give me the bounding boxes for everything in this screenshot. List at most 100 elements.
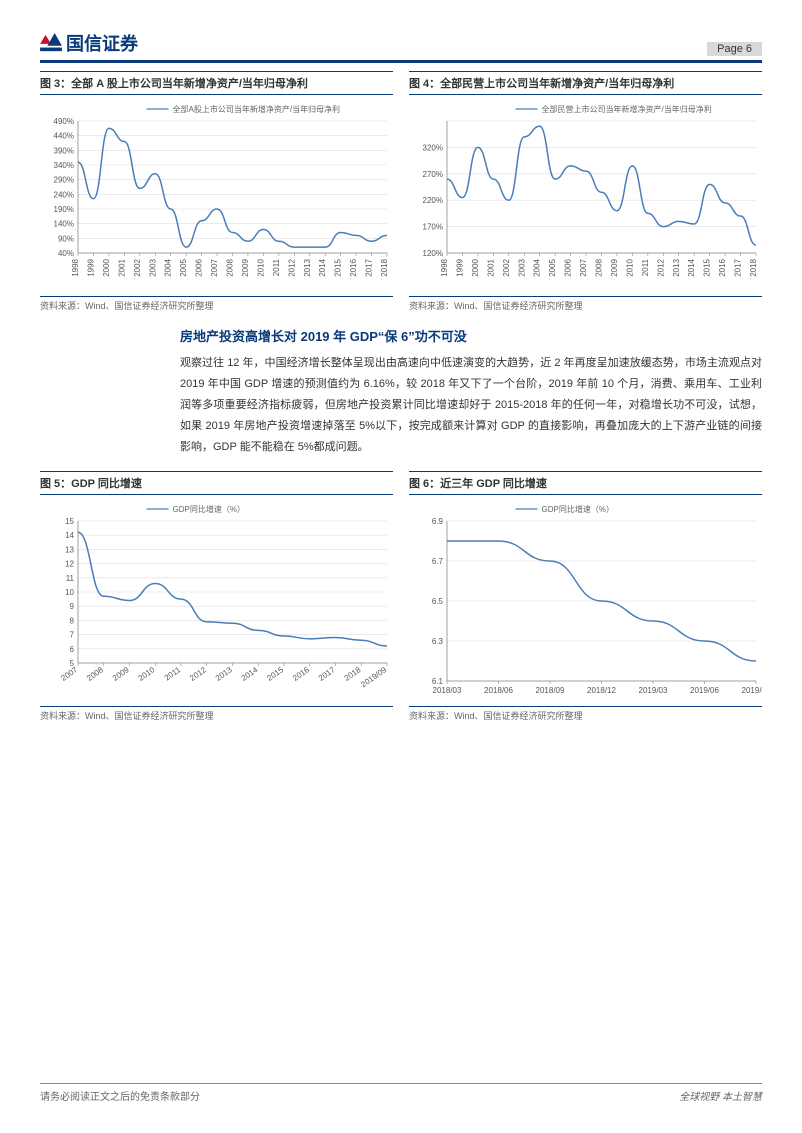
svg-text:全部A股上市公司当年新增净资产/当年归母净利: 全部A股上市公司当年新增净资产/当年归母净利: [173, 104, 341, 114]
svg-text:190%: 190%: [54, 205, 74, 214]
svg-text:2013: 2013: [303, 258, 312, 276]
svg-text:6.9: 6.9: [432, 517, 444, 526]
chart-5-canvas: GDP同比增速（%）567891011121314152007200820092…: [40, 499, 393, 699]
svg-text:2010: 2010: [625, 258, 634, 276]
svg-text:2013: 2013: [672, 258, 681, 276]
svg-text:120%: 120%: [423, 249, 443, 258]
svg-text:2019/09: 2019/09: [742, 686, 762, 695]
svg-text:170%: 170%: [423, 223, 443, 232]
svg-text:2014: 2014: [318, 258, 327, 276]
svg-text:2015: 2015: [265, 665, 285, 683]
svg-text:490%: 490%: [54, 117, 74, 126]
chart-4-title: 图 4：全部民营上市公司当年新增净资产/当年归母净利: [409, 71, 762, 95]
svg-text:2018/09: 2018/09: [536, 686, 565, 695]
section-heading: 房地产投资高增长对 2019 年 GDP“保 6”功不可没: [180, 326, 762, 345]
chart-5-title: 图 5：GDP 同比增速: [40, 471, 393, 495]
chart-6-title: 图 6：近三年 GDP 同比增速: [409, 471, 762, 495]
svg-text:11: 11: [66, 574, 75, 583]
svg-text:1998: 1998: [440, 258, 449, 276]
chart-5: 图 5：GDP 同比增速 GDP同比增速（%）56789101112131415…: [40, 471, 393, 722]
chart-3: 图 3：全部 A 股上市公司当年新增净资产/当年归母净利 全部A股上市公司当年新…: [40, 71, 393, 312]
svg-text:140%: 140%: [54, 220, 74, 229]
svg-text:2017: 2017: [317, 665, 337, 683]
svg-text:1999: 1999: [86, 258, 95, 276]
svg-text:440%: 440%: [54, 132, 74, 141]
svg-text:13: 13: [65, 546, 74, 555]
svg-text:2019/03: 2019/03: [639, 686, 668, 695]
svg-text:2008: 2008: [226, 258, 235, 276]
footer-disclaimer: 请务必阅读正文之后的免责条款部分: [40, 1088, 200, 1103]
svg-text:2010: 2010: [137, 665, 157, 683]
chart-4-source: 资料来源：Wind、国信证券经济研究所整理: [409, 296, 762, 312]
svg-text:2006: 2006: [564, 258, 573, 276]
chart-6: 图 6：近三年 GDP 同比增速 GDP同比增速（%） 6.1 6.3 6.5 6.7 6…: [409, 471, 762, 722]
svg-text:1998: 1998: [71, 258, 80, 276]
svg-text:2012: 2012: [656, 258, 665, 276]
svg-text:2012: 2012: [188, 665, 208, 683]
svg-text:6.3: 6.3: [432, 637, 444, 646]
svg-text:2000: 2000: [471, 258, 480, 276]
svg-text:2009: 2009: [241, 258, 250, 276]
svg-text:2014: 2014: [687, 258, 696, 276]
svg-text:2007: 2007: [579, 258, 588, 276]
svg-text:2019/06: 2019/06: [690, 686, 719, 695]
chart-3-canvas: 全部A股上市公司当年新增净资产/当年归母净利40%90%140%190%240%…: [40, 99, 393, 289]
svg-text:2017: 2017: [365, 258, 374, 276]
page-footer: 请务必阅读正文之后的免责条款部分 全球视野 本土智慧: [40, 1083, 762, 1103]
svg-text:6.1: 6.1: [432, 677, 444, 686]
svg-text:2018: 2018: [749, 258, 758, 276]
svg-text:40%: 40%: [58, 249, 74, 258]
svg-text:6: 6: [70, 645, 75, 654]
svg-text:2018/03: 2018/03: [433, 686, 462, 695]
svg-text:2010: 2010: [256, 258, 265, 276]
svg-text:2007: 2007: [210, 258, 219, 276]
svg-text:6.7: 6.7: [432, 557, 444, 566]
svg-text:2015: 2015: [703, 258, 712, 276]
svg-text:2003: 2003: [148, 258, 157, 276]
svg-text:2004: 2004: [164, 258, 173, 276]
svg-text:2018: 2018: [343, 665, 363, 683]
svg-text:全部民营上市公司当年新增净资产/当年归母净利: 全部民营上市公司当年新增净资产/当年归母净利: [542, 104, 712, 114]
svg-text:2011: 2011: [163, 665, 183, 683]
svg-text:340%: 340%: [54, 161, 74, 170]
svg-text:240%: 240%: [54, 190, 74, 199]
svg-text:220%: 220%: [423, 196, 443, 205]
svg-text:2002: 2002: [502, 258, 511, 276]
svg-text:2008: 2008: [85, 665, 105, 683]
svg-text:6.5: 6.5: [432, 597, 444, 606]
svg-text:2017: 2017: [734, 258, 743, 276]
svg-text:1999: 1999: [455, 258, 464, 276]
svg-text:2014: 2014: [240, 665, 260, 683]
brand-logo-icon: [40, 33, 62, 53]
charts-row-1: 图 3：全部 A 股上市公司当年新增净资产/当年归母净利 全部A股上市公司当年新…: [40, 71, 762, 312]
svg-text:2018/12: 2018/12: [587, 686, 616, 695]
svg-text:2005: 2005: [548, 258, 557, 276]
svg-text:2016: 2016: [349, 258, 358, 276]
charts-row-2: 图 5：GDP 同比增速 GDP同比增速（%）56789101112131415…: [40, 471, 762, 722]
svg-text:2018/06: 2018/06: [484, 686, 513, 695]
chart-3-title: 图 3：全部 A 股上市公司当年新增净资产/当年归母净利: [40, 71, 393, 95]
svg-text:2000: 2000: [102, 258, 111, 276]
svg-text:2006: 2006: [195, 258, 204, 276]
chart-4: 图 4：全部民营上市公司当年新增净资产/当年归母净利 全部民营上市公司当年新增净…: [409, 71, 762, 312]
footer-tagline: 全球视野 本土智慧: [679, 1088, 762, 1103]
svg-text:2007: 2007: [59, 665, 79, 683]
svg-text:12: 12: [65, 560, 74, 569]
svg-text:2012: 2012: [287, 258, 296, 276]
svg-text:2016: 2016: [718, 258, 727, 276]
svg-text:7: 7: [70, 631, 75, 640]
svg-text:GDP同比增速（%）: GDP同比增速（%）: [173, 504, 245, 514]
svg-text:GDP同比增速（%）: GDP同比增速（%）: [542, 504, 614, 514]
svg-text:2001: 2001: [486, 258, 495, 276]
svg-text:2016: 2016: [291, 665, 311, 683]
svg-text:14: 14: [65, 532, 74, 541]
logo-block: 国信证券: [40, 30, 138, 56]
svg-text:2008: 2008: [595, 258, 604, 276]
svg-text:2005: 2005: [179, 258, 188, 276]
page-number: Page 6: [707, 42, 762, 56]
svg-text:15: 15: [65, 517, 74, 526]
svg-text:2003: 2003: [517, 258, 526, 276]
svg-text:290%: 290%: [54, 176, 74, 185]
section-body: 观察过往 12 年，中国经济增长整体呈现出由高速向中低速演变的大趋势，近 2 年…: [180, 353, 762, 457]
svg-text:2002: 2002: [133, 258, 142, 276]
